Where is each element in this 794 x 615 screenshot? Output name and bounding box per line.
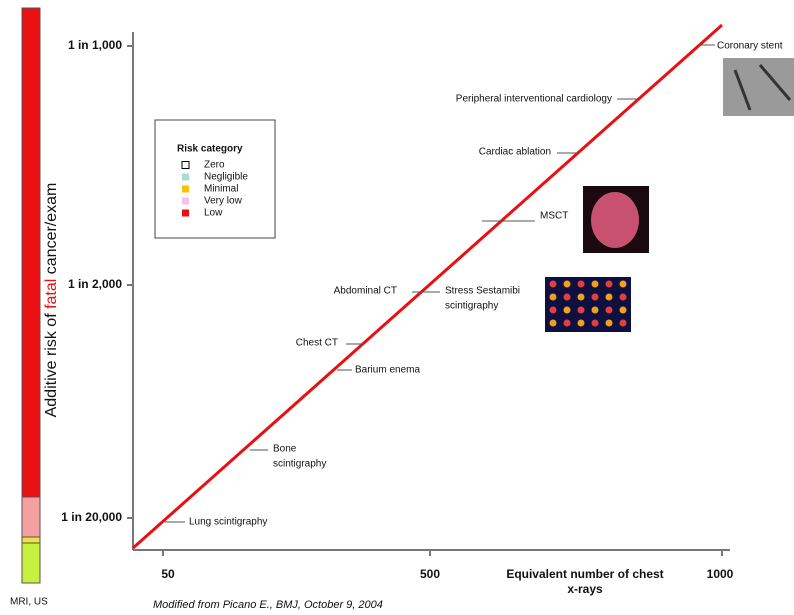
scan-dot [619,319,627,327]
legend-label: Minimal [204,184,238,195]
y-label-part: fatal [43,279,60,309]
scan-dot [577,319,585,327]
x-tick-label: 50 [161,567,175,581]
scan-dot [549,319,557,327]
y-label-part: Additive risk of [43,309,60,417]
scan-dot [605,319,613,327]
legend-title: Risk category [177,144,243,155]
legend-swatch [182,197,189,205]
scan-dot [549,293,557,301]
scan-dot [563,293,571,301]
stent-image-detail [733,64,792,111]
scan-dot [563,306,571,314]
annotation: Stress Sestamibi [445,286,520,297]
scan-dot [619,293,627,301]
legend-label: Low [204,208,223,219]
heart-image-detail [591,192,639,248]
scan-dot [591,319,599,327]
annotation: Abdominal CT [334,286,397,297]
scan-dot [619,280,627,288]
legend-swatch [182,209,189,217]
y-tick-label: 1 in 20,000 [61,510,122,524]
legend-box [154,119,276,239]
legend-label: Negligible [204,172,248,183]
scan-dot [563,319,571,327]
annotation: Barium enema [355,365,420,376]
scan-dot [577,306,585,314]
legend-swatch [182,185,189,193]
legend-swatch [182,173,189,181]
y-axis-label: Additive risk of fatal cancer/exam [43,183,60,418]
annotation: Cardiac ablation [479,147,551,158]
annotation: Peripheral interventional cardiology [456,94,612,105]
scan-dot [605,306,613,314]
x-axis-label: x-rays [567,582,603,596]
scan-dot [577,280,585,288]
bar-label: MRI, US [10,597,48,608]
legend-swatch [181,161,190,169]
risk-line [132,23,723,550]
scan-dot [605,293,613,301]
annotation: MSCT [540,211,568,222]
scan-dot [549,306,557,314]
scan-dot [619,306,627,314]
y-tick-label: 1 in 1,000 [68,38,122,52]
x-axis-label: Equivalent number of chest [506,567,663,581]
y-tick-label: 1 in 2,000 [68,277,122,291]
legend-label: Very low [204,196,243,207]
scan-dot [563,280,571,288]
annotation: Chest CT [296,338,338,349]
x-tick-label: 500 [420,567,440,581]
scan-dot [549,280,557,288]
risk-bar [21,7,41,584]
x-tick-label: 1000 [707,567,734,581]
annotation: scintigraphy [273,459,326,470]
legend-label: Zero [204,160,225,171]
y-label-part: cancer/exam [43,183,60,279]
scintigraphy-image [545,277,631,332]
scan-dot [591,293,599,301]
scan-dot [577,293,585,301]
bar-minimal [21,536,41,544]
annotation: Coronary stent [717,41,783,52]
scan-dot [591,280,599,288]
bar-low [21,7,41,498]
bar-negligible [21,542,41,584]
annotation: Bone [273,444,297,455]
scan-dot [591,306,599,314]
annotation: Lung scintigraphy [189,517,267,528]
scan-dot [605,280,613,288]
annotation: scintigraphy [445,301,498,312]
bar-very-low [21,496,41,538]
source: Modified from Picano E., BMJ, October 9,… [153,599,383,611]
stent-image [723,58,794,116]
